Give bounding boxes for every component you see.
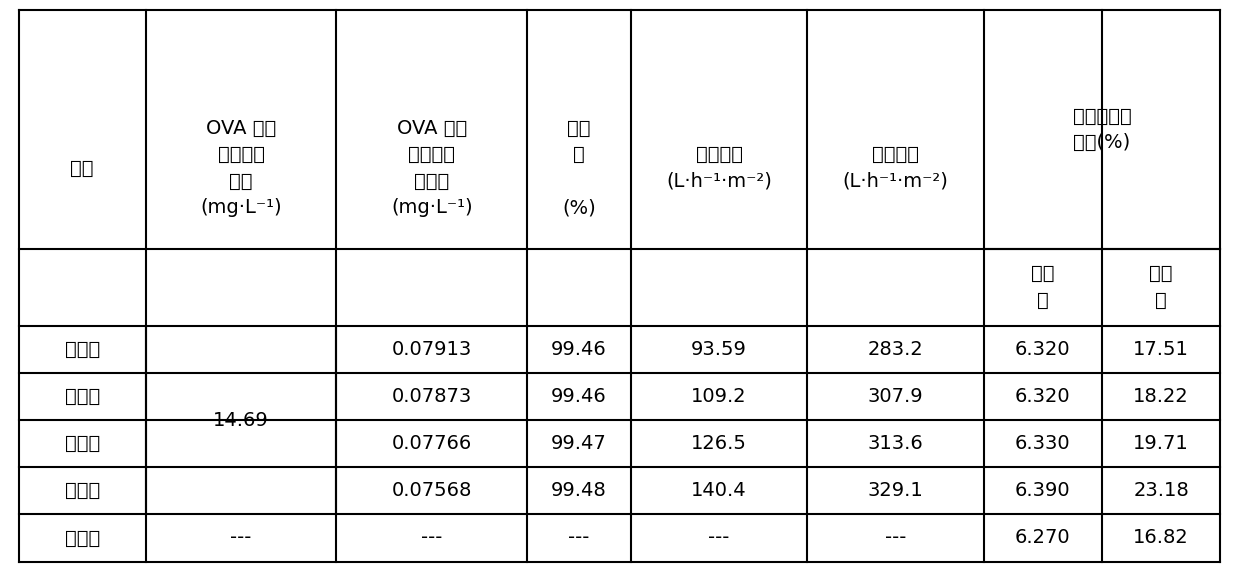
Text: 6.320: 6.320 [1015, 387, 1070, 406]
Text: 99.47: 99.47 [551, 434, 607, 453]
Text: 光催化降解
效率(%): 光催化降解 效率(%) [1073, 107, 1131, 152]
Text: ---: --- [569, 528, 590, 547]
Text: OVA 盐水
溶液原液
浓度
(mg·L⁻¹): OVA 盐水 溶液原液 浓度 (mg·L⁻¹) [201, 119, 281, 217]
Text: 0.07913: 0.07913 [392, 340, 472, 359]
Text: 140.4: 140.4 [691, 481, 747, 500]
Text: 截留
率

(%): 截留 率 (%) [563, 119, 596, 217]
Text: 99.46: 99.46 [551, 340, 607, 359]
Text: 329.1: 329.1 [867, 481, 923, 500]
Text: 14.69: 14.69 [213, 410, 269, 430]
Text: 23.18: 23.18 [1134, 481, 1189, 500]
Text: 6.320: 6.320 [1015, 340, 1070, 359]
Text: 313.6: 313.6 [867, 434, 923, 453]
Text: ---: --- [885, 528, 906, 547]
Text: 93.59: 93.59 [691, 340, 747, 359]
Text: 283.2: 283.2 [867, 340, 923, 359]
Text: 126.5: 126.5 [691, 434, 747, 453]
Text: 0.07766: 0.07766 [392, 434, 472, 453]
Text: 0.07873: 0.07873 [392, 387, 472, 406]
Bar [147, 371, 335, 375]
Bar [19, 248, 984, 249]
Text: 实施例: 实施例 [64, 387, 100, 406]
Text: ---: --- [230, 528, 252, 547]
Text: ---: --- [421, 528, 442, 547]
Bar [147, 465, 335, 469]
Text: 18.22: 18.22 [1134, 387, 1189, 406]
Text: 99.46: 99.46 [551, 387, 607, 406]
Text: 实施例: 实施例 [64, 481, 100, 500]
Text: 6.270: 6.270 [1015, 528, 1070, 547]
Text: 暗反
应: 暗反 应 [1031, 264, 1054, 310]
Bar [147, 418, 335, 422]
Text: 6.390: 6.390 [1015, 481, 1070, 500]
Text: 16.82: 16.82 [1134, 528, 1189, 547]
Text: 实施例: 实施例 [64, 434, 100, 453]
Text: 项目: 项目 [71, 159, 94, 178]
Text: 307.9: 307.9 [867, 387, 923, 406]
Text: 实施例: 实施例 [64, 340, 100, 359]
Text: 光反
应: 光反 应 [1150, 264, 1173, 310]
Text: 6.330: 6.330 [1015, 434, 1070, 453]
Text: OVA 盐水
溶液透过
液浓度
(mg·L⁻¹): OVA 盐水 溶液透过 液浓度 (mg·L⁻¹) [390, 119, 472, 217]
Text: 19.71: 19.71 [1134, 434, 1189, 453]
Text: 99.48: 99.48 [551, 481, 607, 500]
Text: 纯水通量
(L·h⁻¹·m⁻²): 纯水通量 (L·h⁻¹·m⁻²) [843, 145, 948, 191]
Text: ---: --- [709, 528, 730, 547]
Text: 截留通量
(L·h⁻¹·m⁻²): 截留通量 (L·h⁻¹·m⁻²) [667, 145, 772, 191]
Text: 对照例: 对照例 [64, 528, 100, 547]
Text: 0.07568: 0.07568 [392, 481, 472, 500]
Text: 109.2: 109.2 [691, 387, 747, 406]
Text: 17.51: 17.51 [1134, 340, 1189, 359]
